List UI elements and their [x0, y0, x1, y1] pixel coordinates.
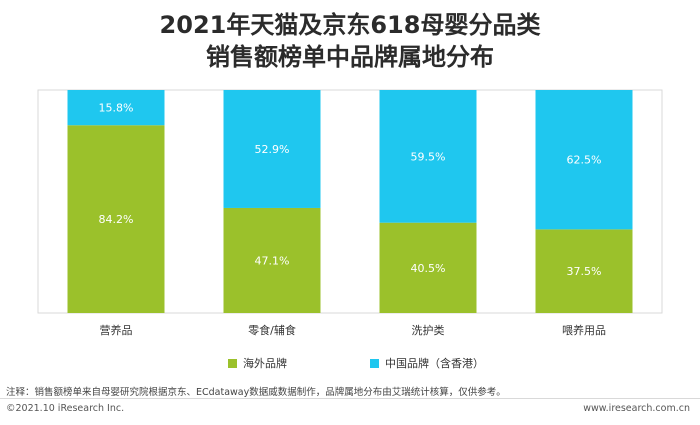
data-label-china-0: 15.8%: [99, 102, 134, 115]
category-label-1: 零食/辅食: [248, 323, 296, 337]
data-label-overseas-3: 37.5%: [567, 265, 602, 278]
copyright: ©2021.10 iResearch Inc.: [6, 403, 125, 414]
website-link[interactable]: www.iresearch.com.cn: [583, 403, 690, 414]
footer-divider: [0, 398, 700, 399]
legend-swatch-china: [370, 358, 379, 368]
legend-label-overseas: 海外品牌: [243, 357, 287, 370]
bar-segment-overseas-0: [67, 125, 165, 313]
legend: 海外品牌 中国品牌（含香港）: [0, 355, 700, 371]
category-label-3: 喂养用品: [562, 323, 606, 337]
bar-segment-overseas-3: [535, 229, 633, 313]
bar-segment-overseas-1: [223, 207, 321, 313]
category-label-0: 营养品: [100, 323, 133, 337]
bar-segment-china-1: [223, 90, 321, 208]
legend-item-china: 中国品牌（含香港）: [370, 355, 484, 371]
chart-title-line1: 2021年天猫及京东618母婴分品类: [159, 11, 541, 39]
data-label-overseas-2: 40.5%: [411, 262, 446, 275]
category-label-2: 洗护类: [412, 323, 445, 337]
legend-item-overseas: 海外品牌: [228, 355, 287, 371]
data-label-china-2: 59.5%: [411, 150, 446, 163]
bar-segment-china-0: [67, 90, 165, 126]
data-label-china-1: 52.9%: [255, 143, 290, 156]
bar-segment-china-2: [379, 90, 477, 223]
plot-area: [37, 89, 663, 314]
bar-segment-china-3: [535, 90, 633, 230]
bar-segment-overseas-2: [379, 222, 477, 313]
chart-title-line2: 销售额榜单中品牌属地分布: [206, 43, 494, 71]
data-label-china-3: 62.5%: [567, 154, 602, 167]
legend-label-china: 中国品牌（含香港）: [385, 357, 484, 370]
legend-swatch-overseas: [228, 358, 237, 368]
data-label-overseas-0: 84.2%: [99, 213, 134, 226]
footnote: 注释：销售额榜单来自母婴研究院根据京东、ECdataway数据威数据制作，品牌属…: [6, 387, 506, 398]
data-label-overseas-1: 47.1%: [255, 254, 290, 267]
